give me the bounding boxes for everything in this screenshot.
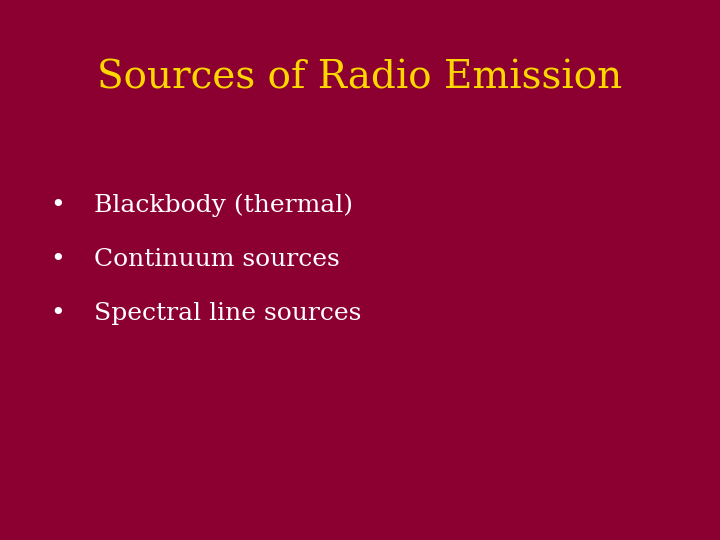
Text: Spectral line sources: Spectral line sources: [94, 302, 361, 325]
Text: •: •: [50, 302, 65, 325]
Text: •: •: [50, 194, 65, 217]
Text: Continuum sources: Continuum sources: [94, 248, 339, 271]
Text: Blackbody (thermal): Blackbody (thermal): [94, 193, 353, 217]
Text: •: •: [50, 248, 65, 271]
Text: Sources of Radio Emission: Sources of Radio Emission: [97, 60, 623, 97]
